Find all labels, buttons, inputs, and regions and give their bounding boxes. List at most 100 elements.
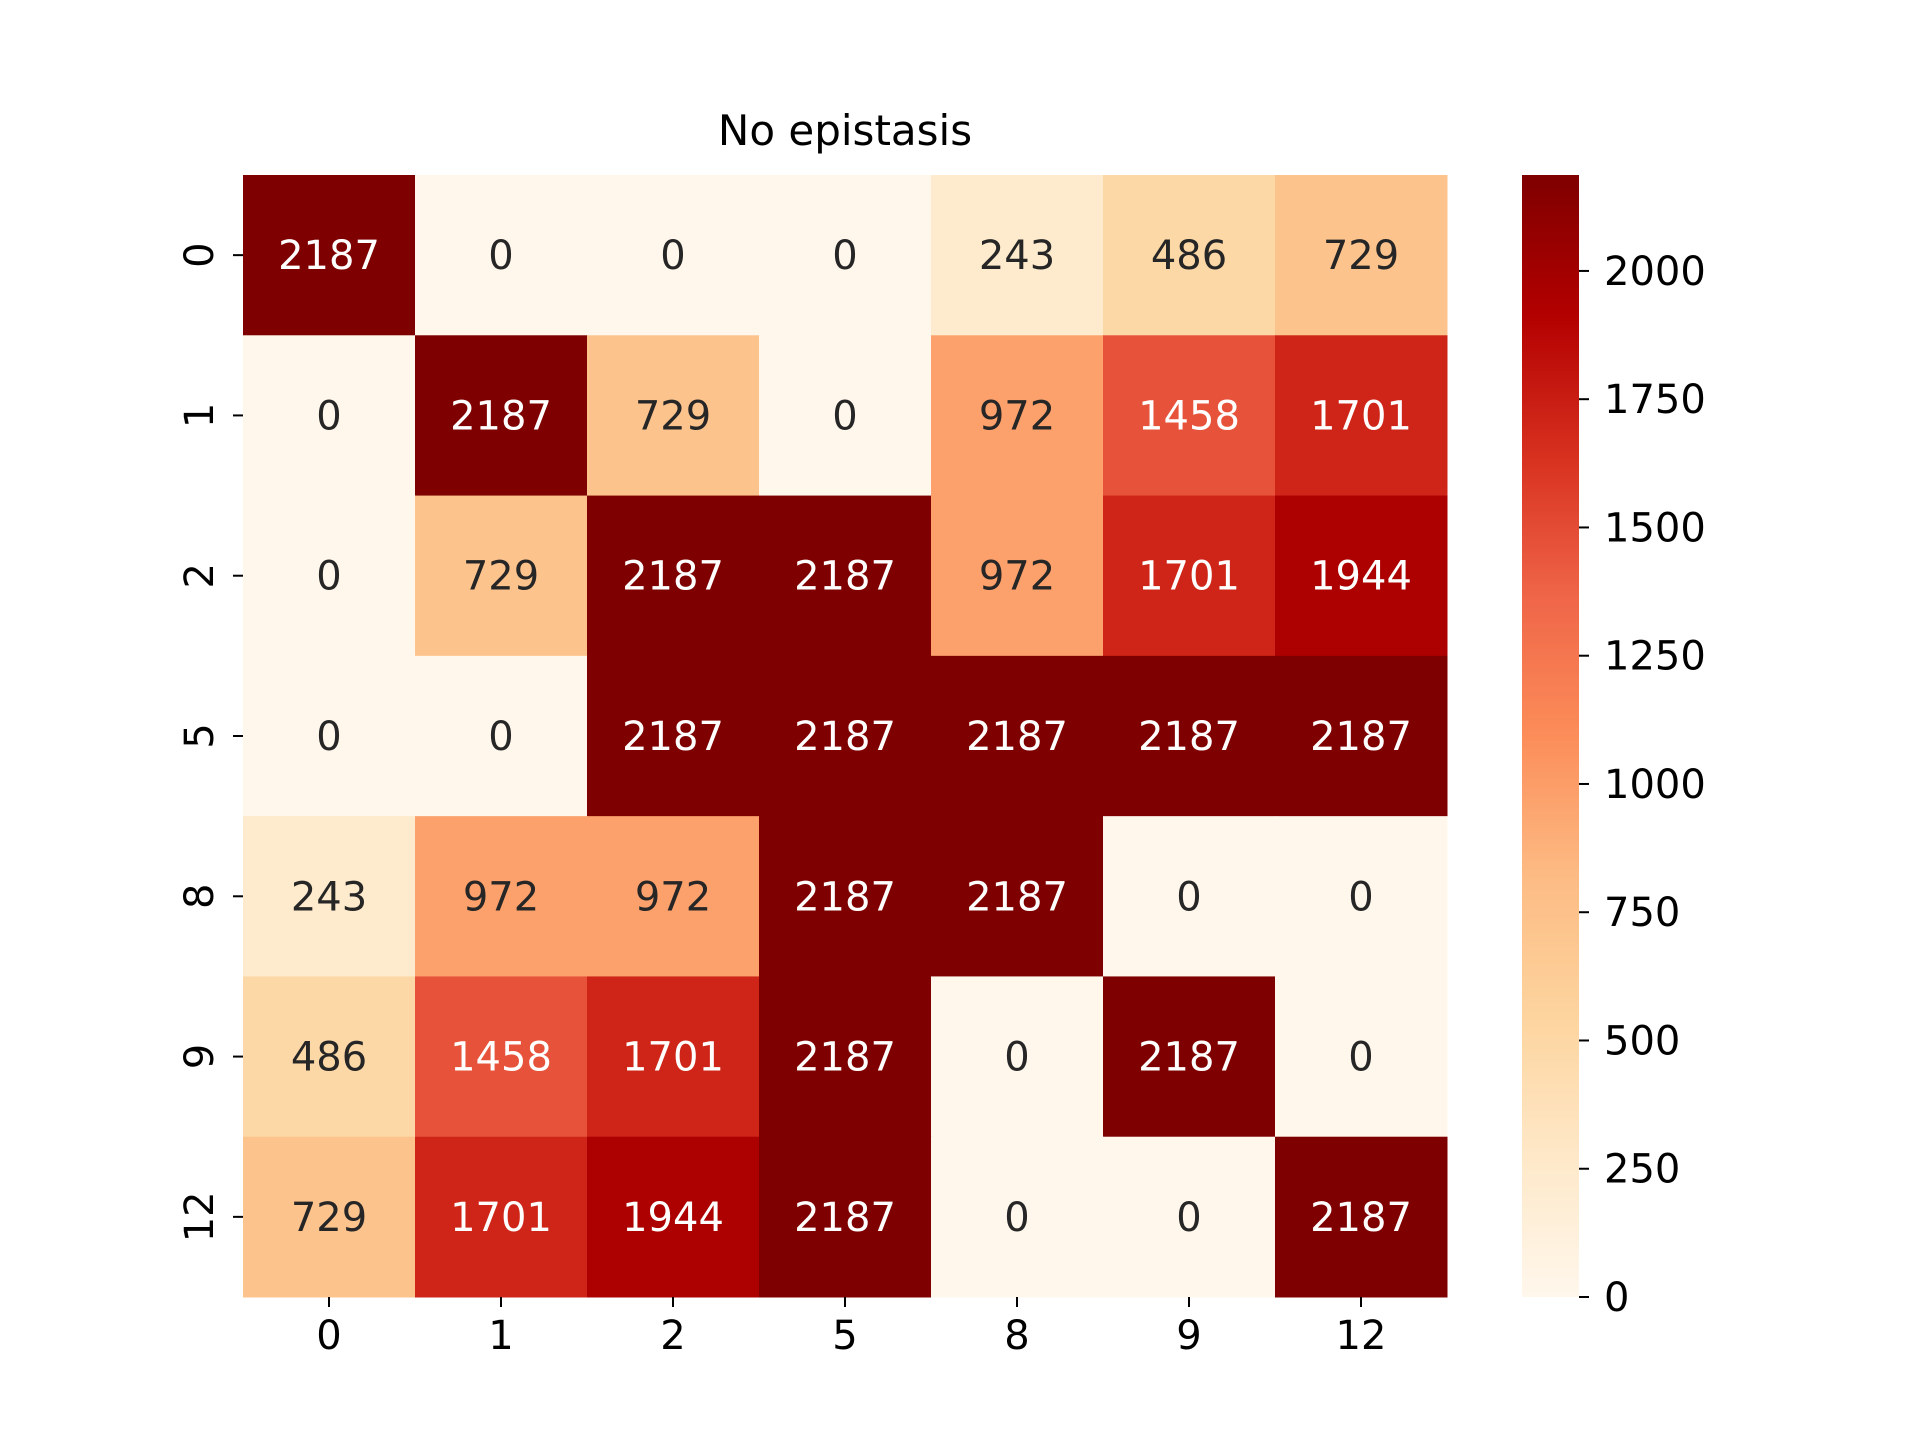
heatmap-cell <box>587 976 760 1138</box>
cell-value-label: 2187 <box>1310 714 1412 760</box>
heatmap-cell <box>931 816 1104 977</box>
heatmap-cell <box>931 976 1104 1138</box>
y-tick-label: 12 <box>177 1191 223 1242</box>
cell-value-label: 2187 <box>1138 714 1240 760</box>
cell-value-label: 0 <box>316 554 341 600</box>
heatmap-cell <box>1103 175 1276 336</box>
heatmap-cell <box>759 1136 932 1298</box>
cell-labels: 2187 0 0 0 243 486 729 0 2187 729 0 972 1458 1701 0 729… <box>278 233 1412 1241</box>
colorbar-tick-label: 250 <box>1604 1147 1680 1193</box>
cell-value-label: 2187 <box>622 554 724 600</box>
cell-value-label: 972 <box>979 554 1055 600</box>
heatmap-cell <box>415 495 588 657</box>
heatmap-cell <box>1275 175 1448 336</box>
cell-value-label: 0 <box>832 393 857 439</box>
heatmap-cell <box>243 976 416 1138</box>
cell-value-label: 0 <box>488 233 513 279</box>
heatmap-cell <box>587 655 760 817</box>
cell-value-label: 0 <box>1348 1035 1373 1081</box>
heatmap-cell <box>931 175 1104 336</box>
y-tick-label: 0 <box>177 242 223 267</box>
cell-value-label: 972 <box>979 393 1055 439</box>
heatmap-cell <box>1103 976 1276 1138</box>
heatmap-cell <box>1103 1136 1276 1298</box>
cell-value-label: 0 <box>488 714 513 760</box>
y-tick-label: 8 <box>177 884 223 909</box>
cell-value-label: 2187 <box>1138 1035 1240 1081</box>
colorbar-tick-label: 1500 <box>1604 505 1706 551</box>
y-tick-label: 1 <box>177 403 223 428</box>
heatmap-cell <box>243 816 416 977</box>
heatmap-cell <box>931 655 1104 817</box>
cell-value-label: 0 <box>1176 1195 1201 1241</box>
heatmap-cell <box>587 1136 760 1298</box>
x-tick-label: 2 <box>660 1313 685 1359</box>
cell-value-label: 729 <box>463 554 539 600</box>
heatmap-cell <box>759 816 932 977</box>
cell-value-label: 2187 <box>794 714 896 760</box>
heatmap-cell <box>759 655 932 817</box>
heatmap-cell <box>243 335 416 497</box>
cell-value-label: 2187 <box>966 874 1068 920</box>
cell-value-label: 729 <box>291 1195 367 1241</box>
heatmap-cell <box>243 495 416 657</box>
heatmap-cell <box>759 495 932 657</box>
heatmap-cell <box>1275 495 1448 657</box>
cell-value-label: 1701 <box>450 1195 552 1241</box>
x-tick-label: 0 <box>316 1313 341 1359</box>
heatmap-cell <box>415 1136 588 1298</box>
heatmap-cell <box>415 335 588 497</box>
heatmap-cell <box>1275 335 1448 497</box>
heatmap-cell <box>759 335 932 497</box>
colorbar: 0 250 500 750 1000 1250 1500 1750 2000 <box>1522 175 1706 1321</box>
heatmap-cell <box>1103 816 1276 977</box>
cell-value-label: 2187 <box>622 714 724 760</box>
colorbar-tick-label: 750 <box>1604 890 1680 936</box>
heatmap-cell <box>587 335 760 497</box>
heatmap-cell <box>415 816 588 977</box>
heatmap-cell <box>1103 335 1276 497</box>
heatmap-cell <box>759 976 932 1138</box>
cell-value-label: 2187 <box>450 393 552 439</box>
cell-value-label: 1944 <box>622 1195 724 1241</box>
heatmap-cell <box>415 655 588 817</box>
cell-value-label: 2187 <box>794 874 896 920</box>
cell-value-label: 0 <box>316 393 341 439</box>
heatmap-cell <box>1275 816 1448 977</box>
cell-value-label: 2187 <box>1310 1195 1412 1241</box>
x-tick-label: 1 <box>488 1313 513 1359</box>
cell-value-label: 1458 <box>1138 393 1240 439</box>
cell-value-label: 0 <box>1004 1035 1029 1081</box>
heatmap-cell <box>1103 495 1276 657</box>
heatmap-cell <box>243 175 416 336</box>
y-tick-label: 5 <box>177 723 223 748</box>
heatmap-cell <box>1275 976 1448 1138</box>
cell-value-label: 2187 <box>966 714 1068 760</box>
x-tick-label: 9 <box>1176 1313 1201 1359</box>
colorbar-tick-label: 1250 <box>1604 634 1706 680</box>
colorbar-tick-label: 1750 <box>1604 377 1706 423</box>
colorbar-tick-label: 1000 <box>1604 762 1706 808</box>
heatmap-cell <box>1275 655 1448 817</box>
y-tick-label: 2 <box>177 563 223 588</box>
heatmap-cell <box>931 335 1104 497</box>
heatmap-cell <box>1275 1136 1448 1298</box>
cell-value-label: 1701 <box>622 1035 724 1081</box>
colorbar-gradient <box>1522 175 1579 1297</box>
cell-value-label: 486 <box>291 1035 367 1081</box>
heatmap-cell <box>415 976 588 1138</box>
heatmap-cell <box>759 175 932 336</box>
heatmap-cell <box>587 816 760 977</box>
heatmap-cell <box>1103 655 1276 817</box>
heatmap-cell <box>931 1136 1104 1298</box>
cell-value-label: 0 <box>316 714 341 760</box>
heatmap-cell <box>243 1136 416 1298</box>
cell-value-label: 243 <box>979 233 1055 279</box>
cell-value-label: 243 <box>291 874 367 920</box>
x-tick-label: 8 <box>1004 1313 1029 1359</box>
heatmap-cell <box>587 495 760 657</box>
cell-value-label: 0 <box>1176 874 1201 920</box>
x-axis: 0 1 2 5 8 9 12 <box>316 1297 1386 1359</box>
